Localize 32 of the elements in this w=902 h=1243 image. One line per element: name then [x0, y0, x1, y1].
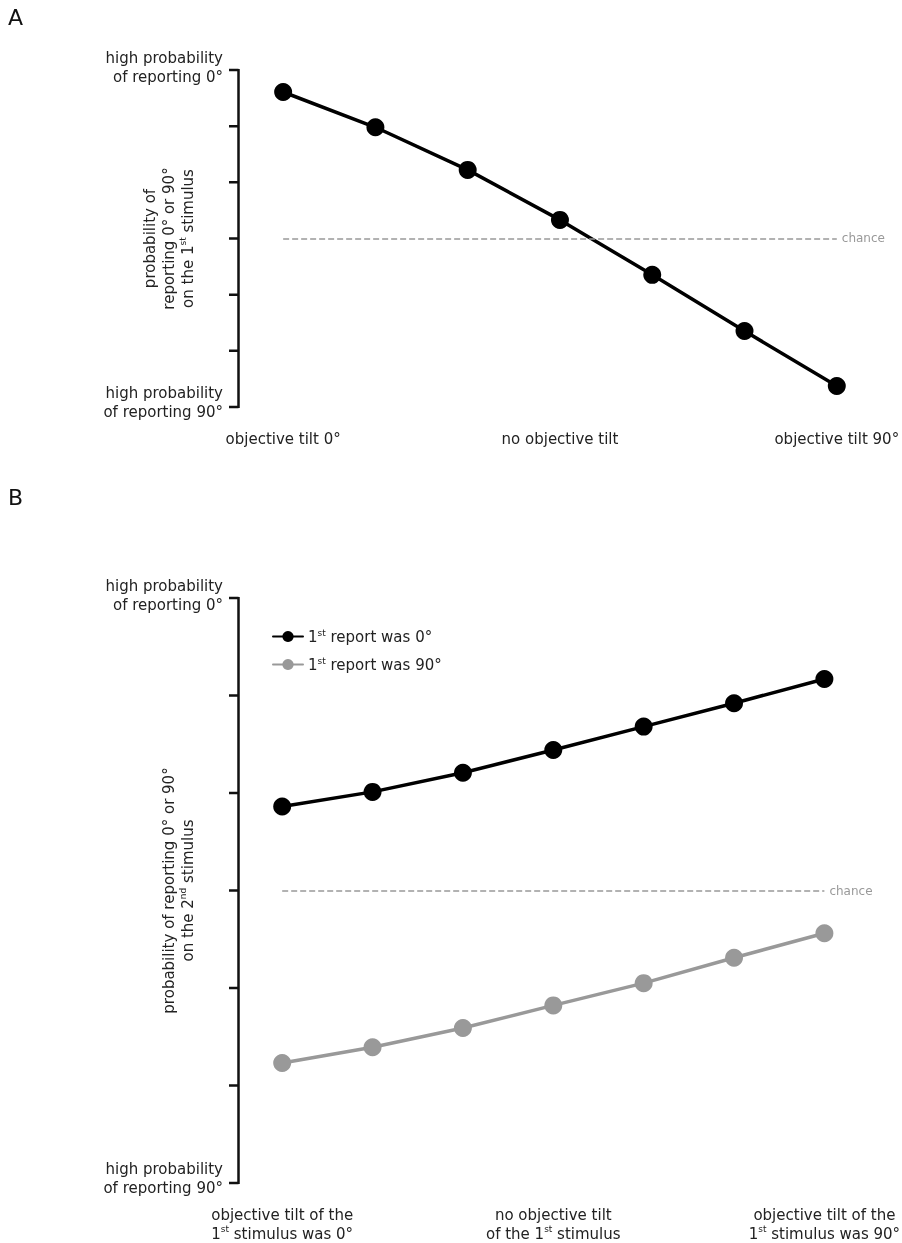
point: [274, 83, 293, 101]
point: [815, 924, 834, 943]
x-tick-label: no objective tilt: [501, 429, 619, 448]
point: [273, 797, 292, 816]
text: high probability of reporting 0°: [105, 48, 224, 86]
point: [544, 996, 563, 1015]
point: [363, 782, 382, 801]
point: [366, 118, 385, 137]
text: A: [8, 4, 24, 30]
point: [634, 974, 653, 993]
text: B: [8, 484, 24, 510]
point: [453, 763, 472, 782]
point: [735, 322, 754, 341]
point: [363, 1038, 382, 1057]
ref-line-label: chance: [829, 883, 873, 898]
point: [725, 948, 744, 967]
x-tick-label: objective tilt 0°: [225, 429, 341, 448]
point: [273, 1054, 292, 1072]
x-tick-label: objective tilt 90°: [774, 429, 900, 448]
point: [634, 717, 653, 736]
text: high probability of reporting 0°: [105, 576, 224, 614]
point: [827, 377, 846, 395]
point: [725, 694, 744, 713]
point: [544, 741, 563, 760]
point: [453, 1019, 472, 1038]
point: [550, 210, 569, 229]
point: [643, 265, 662, 284]
ref-line-label: chance: [841, 231, 885, 246]
point: [815, 670, 834, 688]
text: high probability of reporting 90°: [103, 383, 224, 421]
text: high probability of reporting 90°: [103, 1159, 224, 1197]
point: [458, 160, 477, 179]
